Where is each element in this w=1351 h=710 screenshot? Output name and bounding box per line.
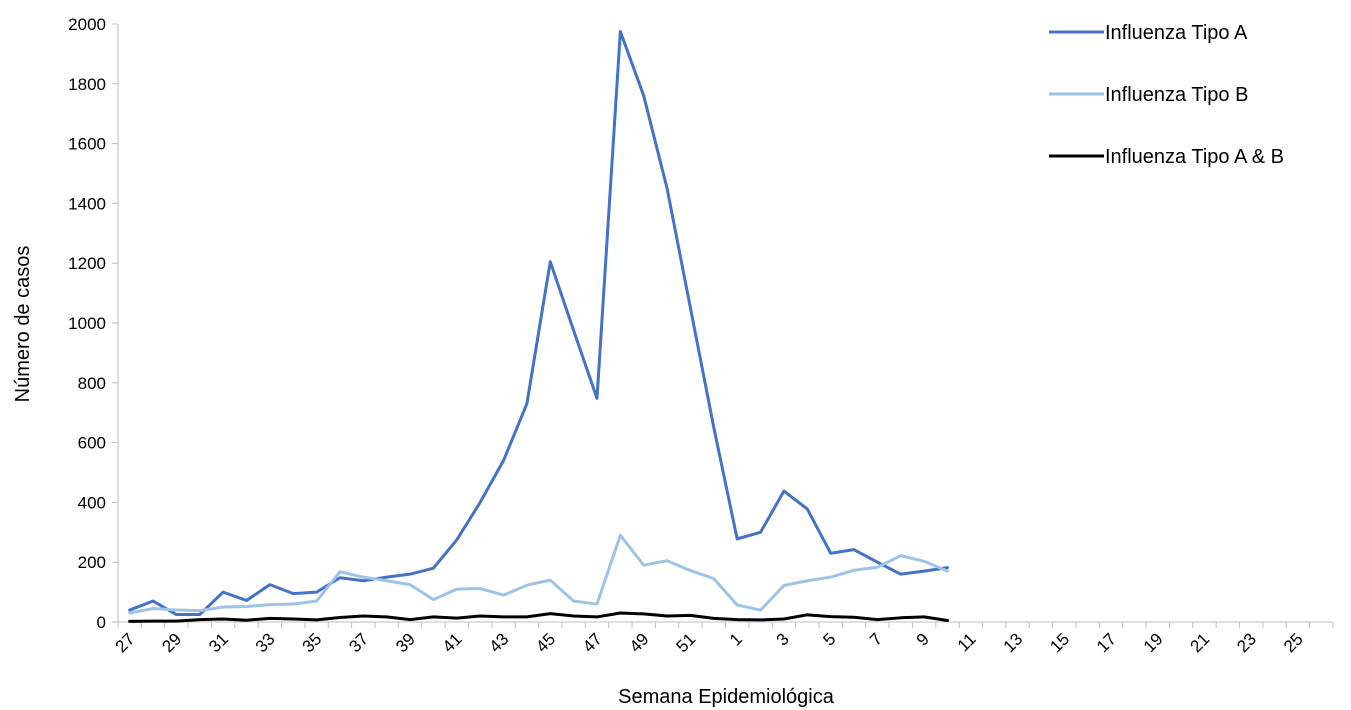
y-tick-label: 800 xyxy=(78,374,106,393)
x-tick-label: 51 xyxy=(672,629,699,656)
x-tick-label: 11 xyxy=(954,629,980,655)
x-tick-label: 9 xyxy=(913,629,933,649)
x-tick-label: 49 xyxy=(626,629,653,656)
y-tick-label: 1400 xyxy=(68,194,106,213)
x-tick-label: 33 xyxy=(252,629,279,656)
x-tick-label: 3 xyxy=(773,629,793,649)
x-tick-label: 27 xyxy=(112,629,139,656)
legend-label-1: Influenza Tipo A xyxy=(1105,22,1248,44)
x-axis: 27 29 31 33 35 37 39 41 43 45 47 49 51 1 3 5 7 9 11 13 15 17 1… xyxy=(112,621,1334,656)
x-tick-label: 23 xyxy=(1233,629,1260,656)
x-tick-label: 29 xyxy=(158,629,185,656)
y-tick-label: 0 xyxy=(97,613,106,632)
y-tick-label: 1600 xyxy=(68,135,106,154)
x-tick-label: 21 xyxy=(1187,629,1214,656)
series-layer xyxy=(128,29,949,623)
x-axis-title: Semana Epidemiológica xyxy=(618,686,835,708)
legend: Influenza Tipo A Influenza Tipo B Influenz… xyxy=(1049,22,1284,168)
x-tick-label: 31 xyxy=(205,629,232,656)
x-tick-label: 5 xyxy=(819,629,839,649)
series-line-2 xyxy=(128,533,949,615)
x-tick-label: 1 xyxy=(726,629,746,649)
y-tick-label: 2000 xyxy=(68,15,106,34)
y-axis: 0 200 400 600 800 1000 1200 1400 1600 1800 2000 xyxy=(68,15,119,632)
y-tick-label: 1800 xyxy=(68,75,106,94)
y-axis-title: Número de casos xyxy=(12,246,34,403)
x-tick-label: 25 xyxy=(1280,629,1307,656)
x-tick-label: 17 xyxy=(1093,629,1120,656)
legend-label-2: Influenza Tipo B xyxy=(1105,84,1248,106)
x-tick-label: 43 xyxy=(486,629,513,656)
x-tick-label: 13 xyxy=(1000,629,1027,656)
x-tick-label: 7 xyxy=(866,629,886,649)
x-tick-label: 15 xyxy=(1046,629,1073,656)
x-tick-label: 45 xyxy=(532,629,559,656)
x-tick-label: 41 xyxy=(439,629,466,656)
y-tick-label: 1200 xyxy=(68,254,106,273)
y-tick-label: 1000 xyxy=(68,314,106,333)
series-line-3 xyxy=(128,611,949,623)
series-line-1 xyxy=(128,29,949,617)
y-tick-label: 200 xyxy=(78,553,106,572)
x-tick-label: 47 xyxy=(579,629,606,656)
x-tick-label: 19 xyxy=(1140,629,1167,656)
y-tick-label: 600 xyxy=(78,434,106,453)
legend-label-3: Influenza Tipo A & B xyxy=(1105,146,1284,168)
y-tick-label: 400 xyxy=(78,493,106,512)
x-tick-label: 35 xyxy=(299,629,326,656)
x-tick-label: 37 xyxy=(345,629,372,656)
x-tick-label: 39 xyxy=(392,629,419,656)
